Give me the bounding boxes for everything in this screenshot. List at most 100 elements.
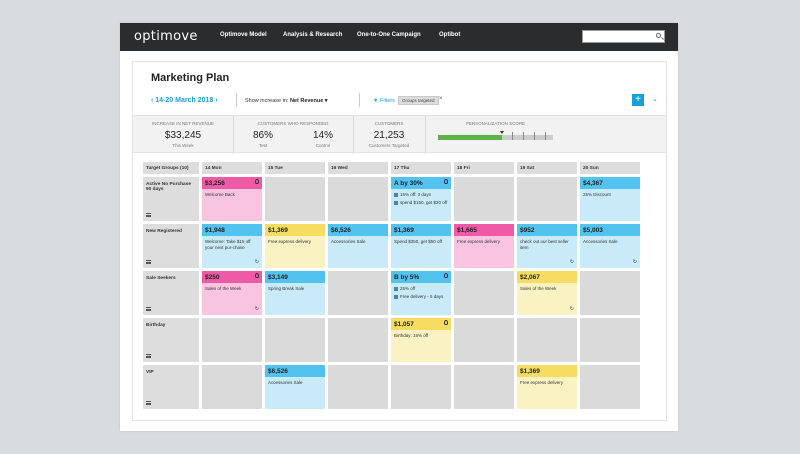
campaign-card-title: $952 bbox=[517, 224, 577, 236]
calendar-cell[interactable] bbox=[328, 177, 388, 221]
campaign-description: Free express delivery bbox=[520, 380, 564, 385]
campaign-card[interactable]: $1,369 Spend $350, get $50 off bbox=[391, 224, 451, 268]
lightbulb-icon[interactable] bbox=[255, 179, 259, 184]
target-group-name: Active No Purchase 90 days bbox=[146, 182, 192, 192]
date-range-navigator[interactable]: ‹ 14-20 March 2018 › bbox=[151, 97, 218, 104]
campaign-card[interactable]: $1,369 Free express delivery bbox=[517, 365, 577, 409]
campaign-card-title: $1,369 bbox=[265, 224, 325, 236]
lightbulb-icon[interactable] bbox=[255, 273, 259, 278]
calendar-cell[interactable] bbox=[391, 365, 451, 409]
campaign-card[interactable]: B by 5% 25% off Free delivery - 5 days bbox=[391, 271, 451, 315]
target-group-row-header[interactable]: VIP bbox=[143, 365, 199, 409]
campaign-card[interactable]: $952 check out our best seller item ↻ bbox=[517, 224, 577, 268]
calendar-cell[interactable] bbox=[265, 318, 325, 362]
search-input[interactable] bbox=[582, 30, 665, 43]
campaign-card[interactable]: $5,003 Accessories Sale ↻ bbox=[580, 224, 640, 268]
filters-label: Filters bbox=[379, 98, 395, 104]
calendar-cell[interactable] bbox=[454, 365, 514, 409]
close-icon[interactable]: × bbox=[439, 96, 443, 102]
campaign-card[interactable]: $1,948 Welcome: Take $15 off your next pu… bbox=[202, 224, 262, 268]
recurring-icon[interactable]: ↻ bbox=[632, 259, 637, 265]
variant-action: Free delivery - 5 days bbox=[394, 294, 448, 300]
campaign-card[interactable]: $3,256 Welcome Back bbox=[202, 177, 262, 221]
calendar-cell[interactable] bbox=[328, 318, 388, 362]
calendar-cell[interactable] bbox=[202, 365, 262, 409]
control-value: 14% bbox=[312, 130, 333, 141]
list-icon[interactable] bbox=[146, 401, 151, 405]
metrics-bar: INCREASE IN NET REVENUE $33,245 This Wee… bbox=[133, 115, 666, 166]
campaign-description: Accessories Sale bbox=[331, 239, 366, 244]
list-icon[interactable] bbox=[146, 260, 151, 264]
calendar-cell[interactable] bbox=[328, 271, 388, 315]
target-group-row-header[interactable]: Active No Purchase 90 days bbox=[143, 177, 199, 221]
test-value: 86% bbox=[252, 130, 273, 141]
recurring-icon[interactable]: ↻ bbox=[569, 306, 574, 312]
campaign-card[interactable]: $1,369 Free express delivery bbox=[265, 224, 325, 268]
campaign-description: Sales of the Week bbox=[520, 286, 557, 291]
target-group-row-header[interactable]: Sale Seekers bbox=[143, 271, 199, 315]
chevron-down-icon[interactable]: ⌄ bbox=[652, 96, 658, 103]
nav-optimove-model[interactable]: Optimove Model bbox=[220, 32, 267, 38]
search-icon[interactable] bbox=[656, 33, 661, 38]
add-campaign-button[interactable]: + bbox=[632, 94, 644, 106]
control-label: Control bbox=[315, 143, 331, 148]
recurring-icon[interactable]: ↻ bbox=[569, 259, 574, 265]
filters-button[interactable]: ▼ Filters bbox=[373, 98, 395, 104]
show-increase-dropdown[interactable]: Show increase in: Net Revenue ▾ bbox=[245, 98, 328, 104]
campaign-card-body: Welcome: Take $15 off your next pur-chas… bbox=[202, 236, 262, 256]
list-icon[interactable] bbox=[146, 354, 151, 358]
target-group-row-header[interactable]: New Registered bbox=[143, 224, 199, 268]
calendar-cell[interactable] bbox=[517, 177, 577, 221]
filter-chip-groups-targeted[interactable]: Groups targeted bbox=[398, 96, 439, 105]
campaign-card[interactable]: A by 30% 15% off: 3 days spend $150, get $… bbox=[391, 177, 451, 221]
campaign-card-title: $1,369 bbox=[517, 365, 577, 377]
campaign-card[interactable]: $1,665 Free express delivery bbox=[454, 224, 514, 268]
campaign-description: Welcome: Take $15 off your next pur-chas… bbox=[205, 239, 251, 250]
variant-action-text: spend $150, get $20 off bbox=[400, 200, 448, 205]
calendar-cell[interactable] bbox=[454, 271, 514, 315]
divider bbox=[236, 93, 237, 107]
list-icon[interactable] bbox=[146, 307, 151, 311]
campaign-card-title: $6,526 bbox=[265, 365, 325, 377]
target-group-name: Birthday bbox=[146, 323, 166, 328]
customers-label: CUSTOMERS bbox=[374, 121, 404, 126]
campaign-description: 25% Discount bbox=[583, 192, 611, 197]
target-group-row-header[interactable]: Birthday bbox=[143, 318, 199, 362]
calendar-cell[interactable] bbox=[517, 318, 577, 362]
calendar-cell[interactable] bbox=[328, 365, 388, 409]
campaign-card[interactable]: $6,526 Accessories Sale bbox=[328, 224, 388, 268]
test-label: Test bbox=[258, 143, 268, 148]
campaign-card-title: $5,003 bbox=[580, 224, 640, 236]
campaign-card[interactable]: $6,526 Accessories Sale bbox=[265, 365, 325, 409]
recurring-icon[interactable]: ↻ bbox=[254, 306, 259, 312]
campaign-card-body: Accessories Sale bbox=[328, 236, 388, 250]
calendar-cell[interactable] bbox=[580, 318, 640, 362]
calendar-cell[interactable] bbox=[580, 271, 640, 315]
variant-action-text: Free delivery - 5 days bbox=[400, 294, 444, 299]
calendar-cell[interactable] bbox=[454, 318, 514, 362]
lightbulb-icon[interactable] bbox=[444, 320, 448, 325]
show-increase-value[interactable]: Net Revenue ▾ bbox=[289, 98, 328, 104]
campaign-card-body: Free express delivery bbox=[517, 377, 577, 391]
campaign-card[interactable]: $1,057 Birthday: 15% off bbox=[391, 318, 451, 362]
campaign-card[interactable]: $4,367 25% Discount bbox=[580, 177, 640, 221]
campaign-card[interactable]: $250 Sales of the Week ↻ bbox=[202, 271, 262, 315]
campaign-card[interactable]: $3,149 Spring Break Sale bbox=[265, 271, 325, 315]
nav-optibot[interactable]: Optibot bbox=[439, 32, 461, 38]
lightbulb-icon[interactable] bbox=[444, 273, 448, 278]
calendar-cell[interactable] bbox=[454, 177, 514, 221]
score-marker-icon bbox=[500, 131, 505, 134]
list-icon[interactable] bbox=[146, 213, 151, 217]
net-revenue-value: $33,245 bbox=[164, 130, 202, 141]
recurring-icon[interactable]: ↻ bbox=[254, 259, 259, 265]
divider bbox=[353, 116, 354, 154]
day-header: 14 Mon bbox=[202, 162, 262, 174]
calendar-cell[interactable] bbox=[202, 318, 262, 362]
campaign-card[interactable]: $2,067 Sales of the Week ↻ bbox=[517, 271, 577, 315]
calendar-cell[interactable] bbox=[580, 365, 640, 409]
lightbulb-icon[interactable] bbox=[444, 179, 448, 184]
nav-analysis-research[interactable]: Analysis & Research bbox=[283, 32, 343, 38]
optimove-logo[interactable]: optimove bbox=[134, 29, 198, 44]
calendar-cell[interactable] bbox=[265, 177, 325, 221]
nav-one-to-one-campaign[interactable]: One-to-One Campaign bbox=[357, 32, 421, 38]
